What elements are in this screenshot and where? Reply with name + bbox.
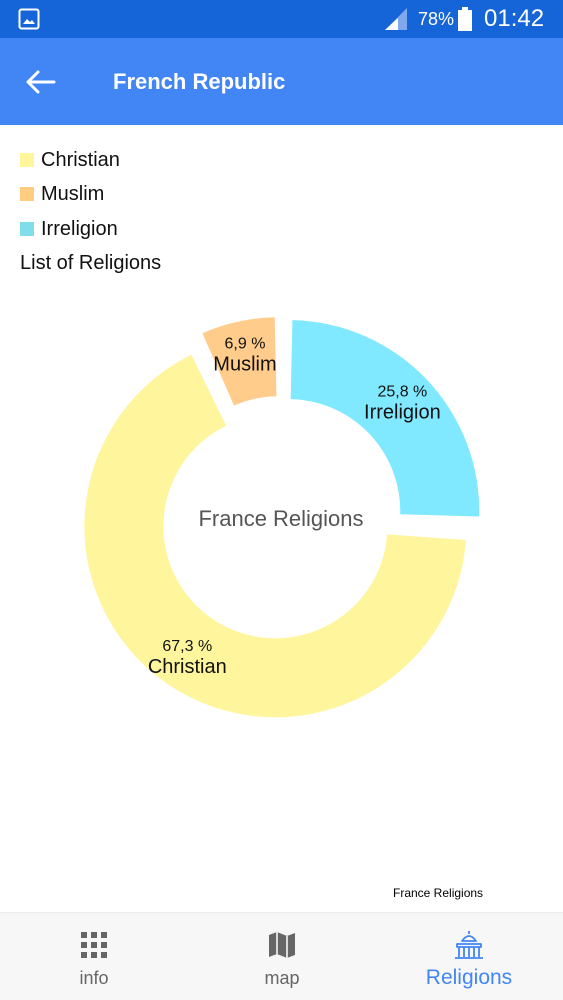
nav-label-info: info (79, 968, 109, 988)
slices-layer (84, 317, 480, 718)
map-icon (269, 932, 295, 958)
legend-item-irreligion: Irreligion (20, 214, 118, 244)
legend-swatch-christian (20, 153, 34, 167)
nav-item-religions[interactable]: Religions (375, 913, 563, 1000)
temple-icon (455, 931, 483, 959)
gallery-icon (18, 8, 40, 30)
chart-center-label: France Religions (198, 506, 363, 531)
battery-icon (458, 7, 472, 31)
legend-label: Muslim (41, 183, 105, 205)
list-title: List of Religions (20, 252, 162, 274)
legend-swatch-muslim (20, 187, 34, 201)
bottom-navigation: info map Religions (0, 912, 563, 1000)
nav-label-map: map (264, 968, 300, 988)
legend-item-christian: Christian (20, 145, 120, 175)
status-bar: 78% 01:42 (0, 0, 563, 38)
page-title: French Republic (113, 69, 286, 94)
nav-item-map[interactable]: map (188, 913, 376, 1000)
clock: 01:42 (484, 5, 545, 32)
legend-swatch-irreligion (20, 222, 34, 236)
nav-label-religions: Religions (425, 966, 513, 989)
legend-label: Irreligion (41, 218, 118, 240)
donut-slice-christian[interactable] (84, 354, 466, 718)
arrow-left-icon (26, 70, 56, 94)
nav-item-info[interactable]: info (0, 913, 188, 1000)
battery-percent: 78% (418, 9, 455, 29)
chart-description: France Religions (393, 886, 484, 900)
legend-item-muslim: Muslim (20, 179, 104, 209)
grid-icon (81, 932, 107, 958)
donut-slice-muslim[interactable] (202, 317, 277, 406)
donut-slice-irreligion[interactable] (290, 320, 480, 517)
app-bar: French Republic (0, 38, 563, 125)
back-button[interactable] (18, 60, 62, 104)
signal-icon (385, 8, 407, 30)
legend-label: Christian (41, 149, 120, 171)
